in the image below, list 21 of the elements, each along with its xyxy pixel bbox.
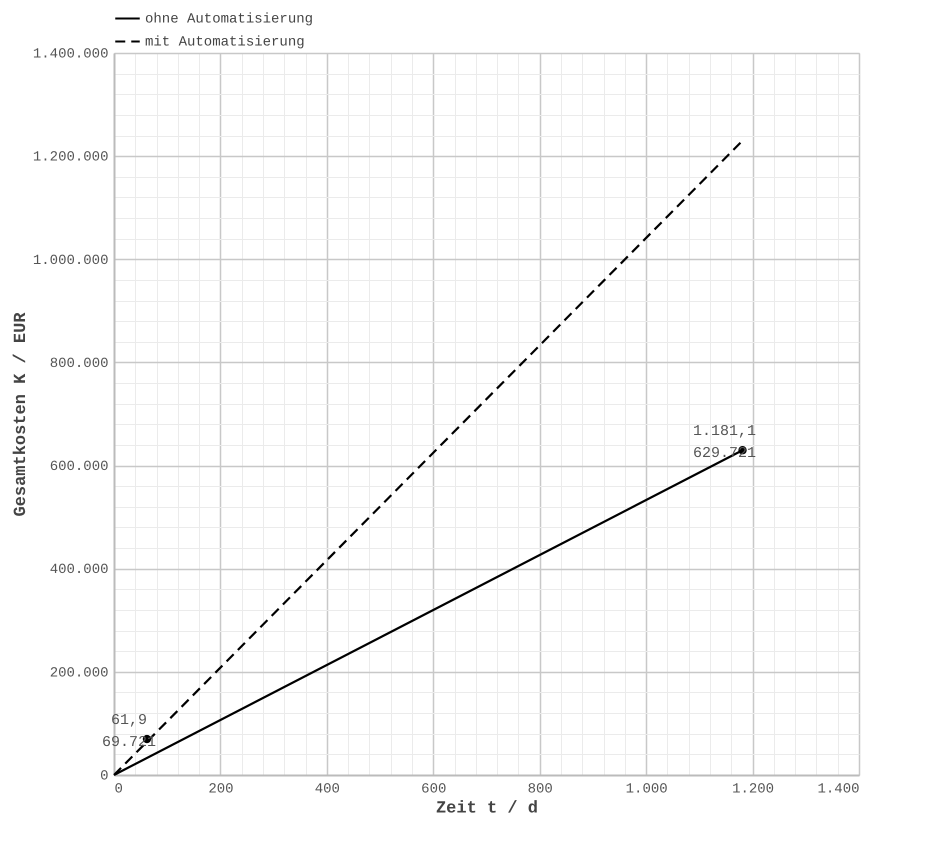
y-axis-title: Gesamtkosten K / EUR	[12, 312, 31, 517]
x-tick-label: 400	[314, 782, 340, 798]
y-tick-label: 1.400.000	[32, 46, 108, 62]
y-tick-label: 600.000	[50, 459, 108, 476]
y-tick-label: 400.000	[50, 562, 108, 578]
x-tick-label: 0	[114, 782, 123, 798]
y-tick-label: 800.000	[50, 356, 108, 372]
y-tick-label: 1.000.000	[32, 252, 108, 269]
legend-label: ohne Automatisierung	[145, 12, 314, 28]
annotation: 61,9 69.721	[102, 712, 156, 752]
x-tick-label: 600	[421, 782, 446, 798]
x-tick-label: 800	[528, 782, 553, 798]
y-tick-label: 1.200.000	[32, 150, 108, 166]
x-tick-label: 200	[208, 782, 234, 798]
x-axis-title: Zeit t / d	[436, 800, 538, 818]
legend-label: mit Automatisierung	[145, 34, 305, 50]
x-tick-label: 1.400	[817, 782, 860, 798]
y-tick-label: 200.000	[50, 665, 108, 682]
x-tick-label: 1.200	[732, 782, 774, 798]
y-tick-label: 0	[100, 768, 108, 784]
x-tick-label: 1.000	[626, 782, 668, 798]
